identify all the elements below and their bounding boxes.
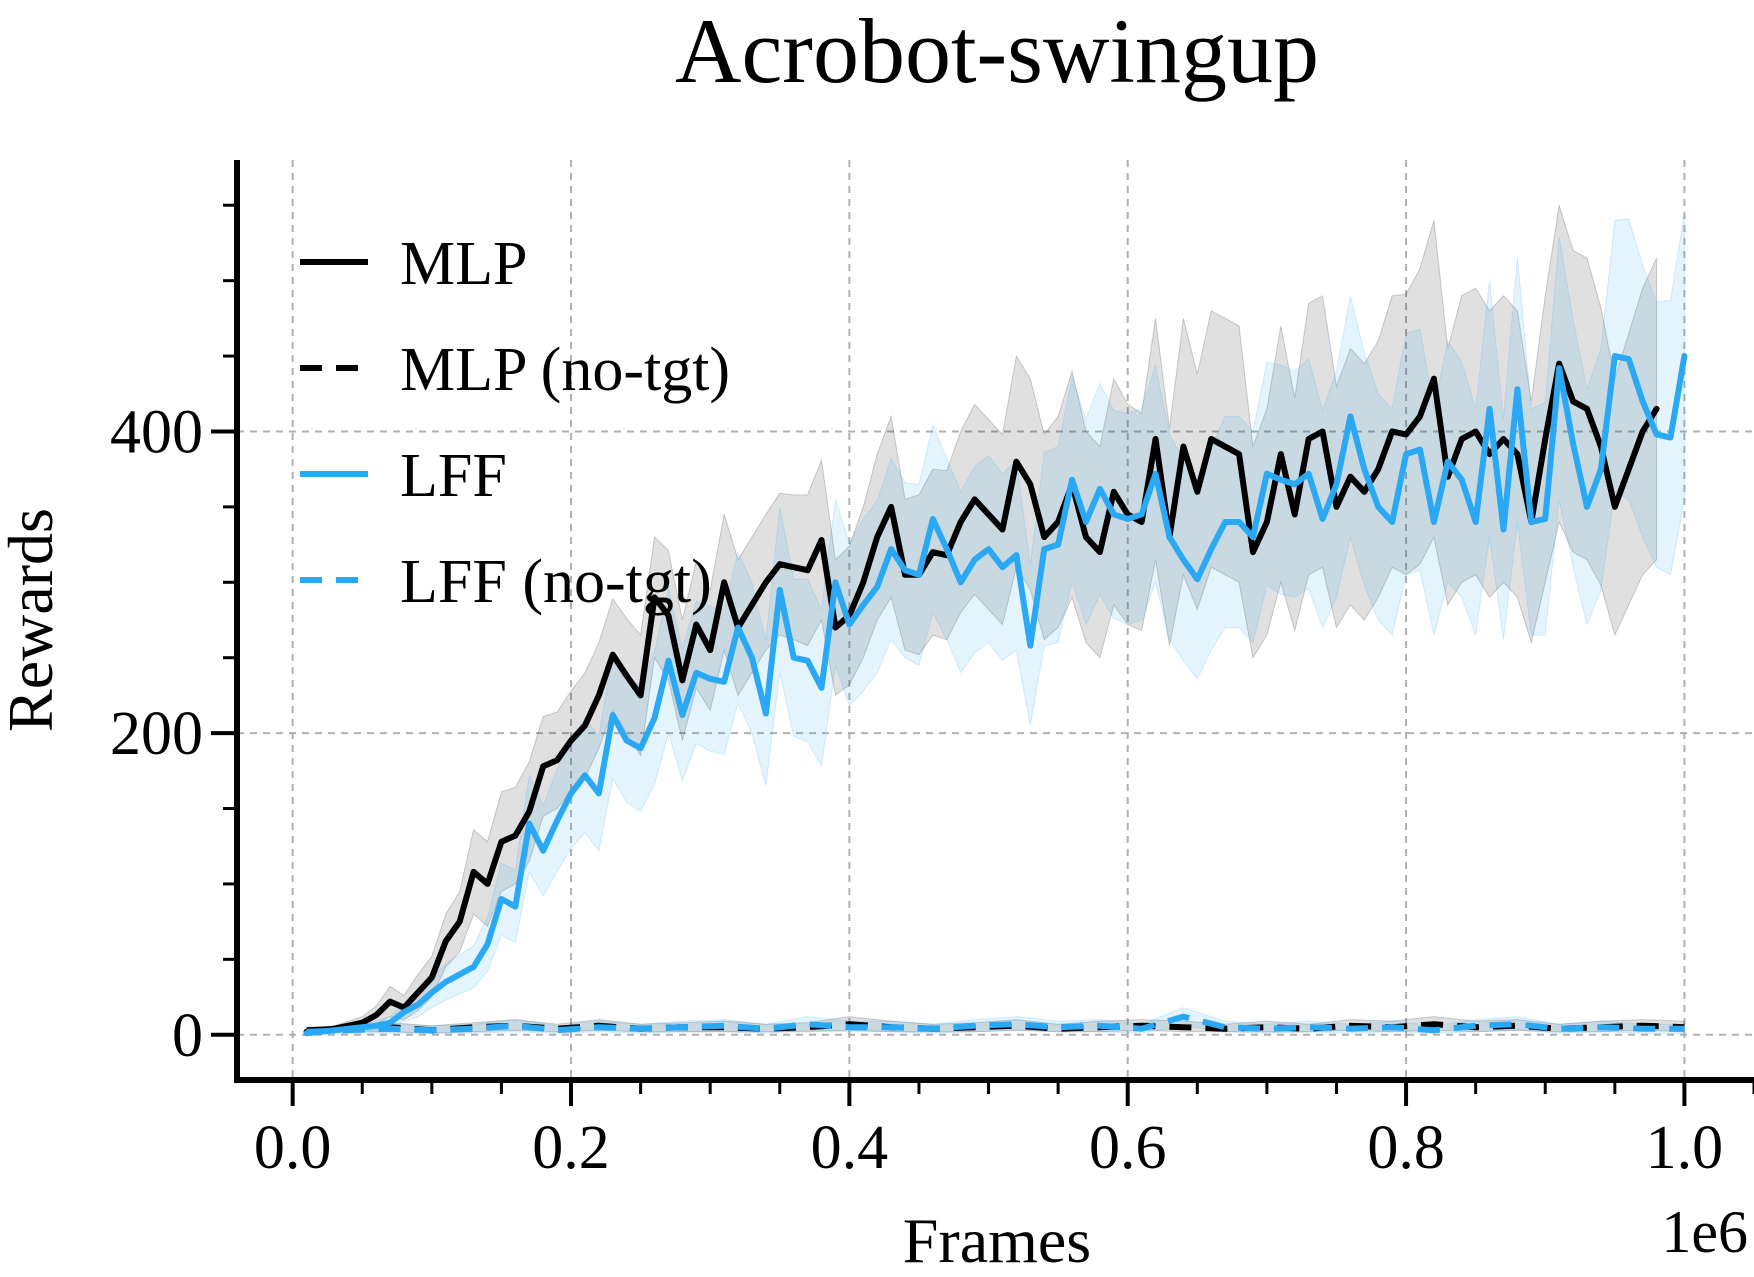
- legend-label-0: MLP: [400, 230, 527, 298]
- chart-title: Acrobot-swingup: [675, 0, 1319, 102]
- series-line-2: [303, 353, 1688, 1037]
- series-band-0: [306, 205, 1658, 1036]
- x-axis-label: Frames: [903, 1205, 1091, 1272]
- line-layer: [303, 353, 1688, 1037]
- x-tick-label: 0.8: [1367, 1114, 1445, 1182]
- series-line-0: [303, 360, 1660, 1035]
- x-tick-label: 0.2: [532, 1114, 610, 1182]
- x-tick-label: 0.6: [1089, 1114, 1167, 1182]
- series-band-2: [306, 212, 1685, 1036]
- axis-layer: 0.0 0.2 0.4 0.6 0.8 1.0 0 200 400: [110, 160, 1754, 1182]
- x-axis-offset-label: 1e6: [1661, 1199, 1748, 1265]
- y-axis-label: Rewards: [0, 508, 66, 732]
- y-tick-label: 400: [110, 398, 203, 466]
- x-tick-label: 0.4: [811, 1114, 889, 1182]
- x-tick-label: 0.0: [254, 1114, 332, 1182]
- legend-label-2: LFF: [400, 442, 507, 510]
- series-band-3: [306, 1007, 1685, 1036]
- series-line-3: [306, 1013, 1685, 1035]
- legend-label-3: LFF (no-tgt): [400, 548, 712, 616]
- legend: MLP MLP (no-tgt) LFF LFF (no-tgt): [300, 230, 730, 616]
- band-layer: [306, 205, 1685, 1036]
- y-tick-label: 0: [172, 1002, 203, 1070]
- y-tick-label: 200: [110, 700, 203, 768]
- legend-label-1: MLP (no-tgt): [400, 336, 730, 404]
- x-tick-label: 1.0: [1646, 1114, 1724, 1182]
